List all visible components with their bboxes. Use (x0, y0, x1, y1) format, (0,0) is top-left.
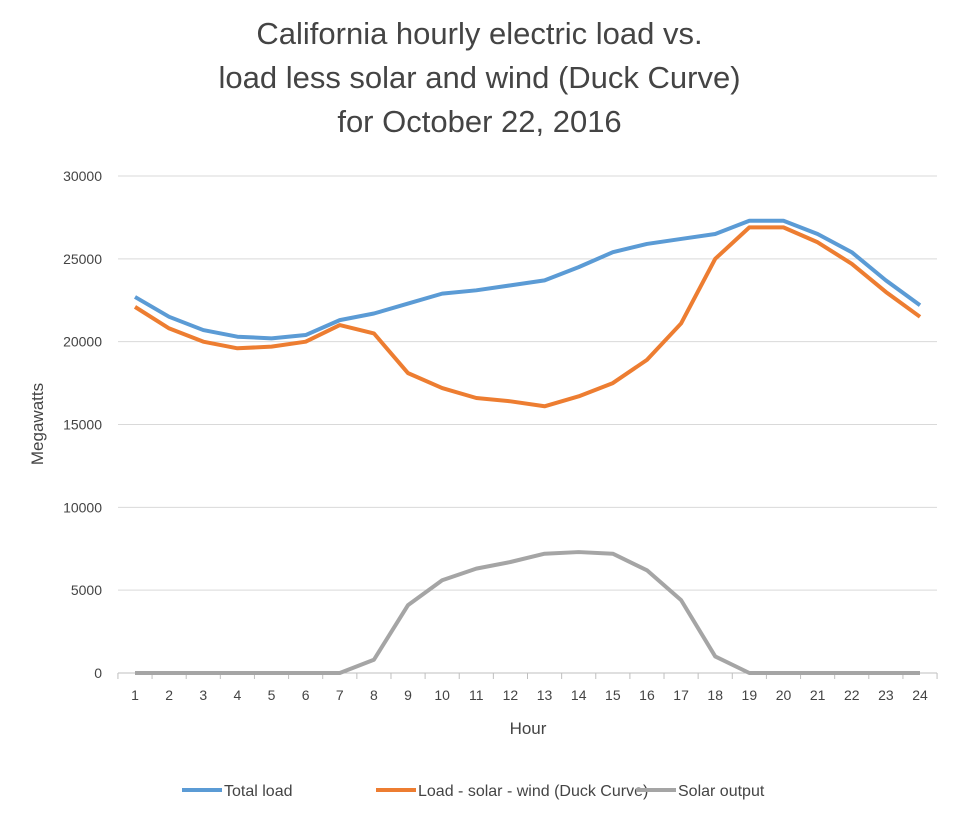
legend-label-0: Total load (224, 783, 293, 800)
y-tick-label: 20000 (63, 334, 102, 350)
x-tick-label: 3 (199, 687, 207, 703)
x-tick-label: 7 (336, 687, 344, 703)
x-tick-label: 5 (268, 687, 276, 703)
x-tick-label: 19 (742, 687, 758, 703)
series-line-1 (133, 225, 922, 409)
title-line-1: California hourly electric load vs. (256, 16, 703, 51)
x-tick-label: 4 (233, 687, 241, 703)
y-tick-label: 10000 (63, 499, 102, 515)
title-line-2: load less solar and wind (Duck Curve) (218, 60, 741, 95)
x-tick-label: 12 (503, 687, 519, 703)
x-tick-label: 11 (469, 687, 484, 703)
x-tick-label: 21 (810, 687, 826, 703)
x-tick-label: 8 (370, 687, 378, 703)
series-line-2 (135, 550, 920, 675)
x-tick-label: 23 (878, 687, 894, 703)
x-tick-label: 6 (302, 687, 310, 703)
x-tick-label: 16 (639, 687, 655, 703)
series-line-0 (133, 218, 922, 341)
title-line-3: for October 22, 2016 (337, 104, 622, 139)
x-tick-label: 18 (707, 687, 723, 703)
x-tick-label: 1 (131, 687, 139, 703)
y-tick-label: 5000 (71, 582, 102, 598)
y-axis-label: Megawatts (28, 383, 47, 465)
x-tick-label: 9 (404, 687, 412, 703)
x-tick-label: 2 (165, 687, 173, 703)
x-tick-label: 13 (537, 687, 553, 703)
y-tick-label: 0 (94, 665, 102, 681)
x-tick-label: 10 (434, 687, 450, 703)
chart-title: California hourly electric load vs. load… (0, 12, 959, 144)
x-tick-label: 22 (844, 687, 860, 703)
x-tick-label: 17 (673, 687, 689, 703)
y-tick-label: 30000 (63, 168, 102, 184)
y-tick-label: 15000 (63, 417, 102, 433)
x-axis-label: Hour (510, 719, 547, 738)
legend-label-1: Load - solar - wind (Duck Curve) (418, 783, 648, 800)
y-tick-label: 25000 (63, 251, 102, 267)
x-tick-label: 14 (571, 687, 587, 703)
x-tick-label: 15 (605, 687, 621, 703)
legend-label-2: Solar output (678, 783, 765, 800)
x-tick-label: 24 (912, 687, 928, 703)
x-tick-label: 20 (776, 687, 792, 703)
